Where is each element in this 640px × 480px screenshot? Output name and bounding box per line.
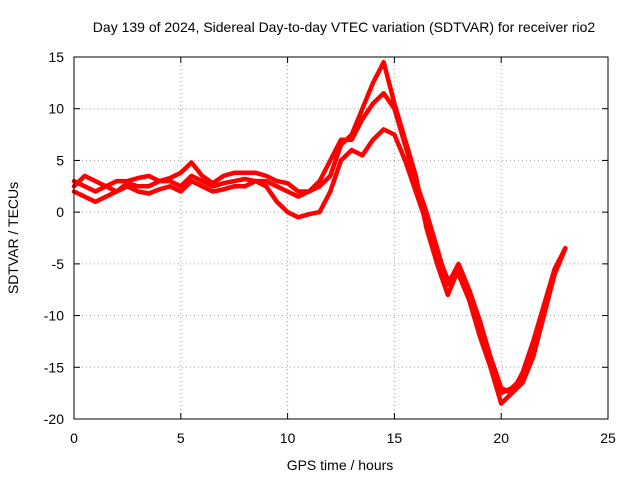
- x-tick-label: 5: [177, 430, 185, 446]
- x-tick-label: 0: [70, 430, 78, 446]
- y-tick-label: 10: [48, 101, 64, 117]
- y-axis-label: SDTVAR / TECUs: [5, 182, 21, 294]
- chart-title: Day 139 of 2024, Sidereal Day-to-day VTE…: [93, 19, 596, 35]
- y-tick-label: -20: [44, 411, 64, 427]
- x-tick-labels: 0 5 10 15 20 25: [70, 430, 616, 446]
- series-track-b: [71, 127, 568, 406]
- x-axis-label: GPS time / hours: [287, 457, 394, 473]
- series-track-a: [71, 90, 568, 396]
- data-series: [71, 59, 568, 406]
- y-tick-label: 0: [56, 204, 64, 220]
- x-tick-label: 25: [600, 430, 616, 446]
- plot-frame: [73, 56, 609, 420]
- x-tick-label: 15: [387, 430, 403, 446]
- y-tick-labels: 15 10 5 0 -5 -10 -15 -20: [44, 49, 64, 427]
- x-tick-label: 10: [280, 430, 296, 446]
- y-tick-label: -15: [44, 359, 64, 375]
- y-tick-label: -10: [44, 308, 64, 324]
- grid-lines: [74, 57, 608, 419]
- series-track-c: [71, 59, 568, 396]
- y-tick-label: 15: [48, 49, 64, 65]
- x-tick-label: 20: [493, 430, 509, 446]
- y-tick-label: -5: [52, 256, 65, 272]
- y-tick-label: 5: [56, 152, 64, 168]
- axis-ticks: [73, 56, 609, 420]
